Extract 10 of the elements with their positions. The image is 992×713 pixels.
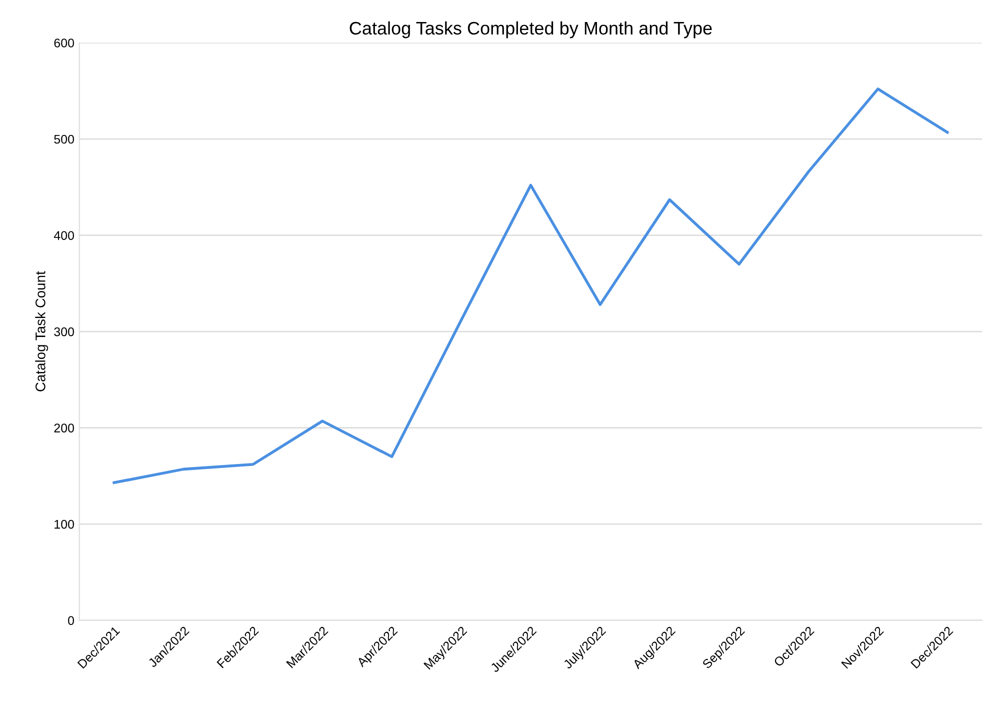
line-series (112, 88, 949, 484)
y-axis-title: Catalog Task Count (35, 271, 48, 392)
y-tick-label: 500 (54, 134, 74, 144)
y-tick-label: 100 (54, 520, 74, 529)
chart-title: Catalog Tasks Completed by Month and Type (350, 21, 712, 38)
y-tick-label: 0 (68, 616, 74, 625)
y-tick-label: 400 (54, 231, 74, 240)
y-tick-label: 300 (54, 327, 74, 336)
y-tick-label: 200 (54, 424, 74, 432)
y-tick-label: 600 (54, 38, 74, 48)
